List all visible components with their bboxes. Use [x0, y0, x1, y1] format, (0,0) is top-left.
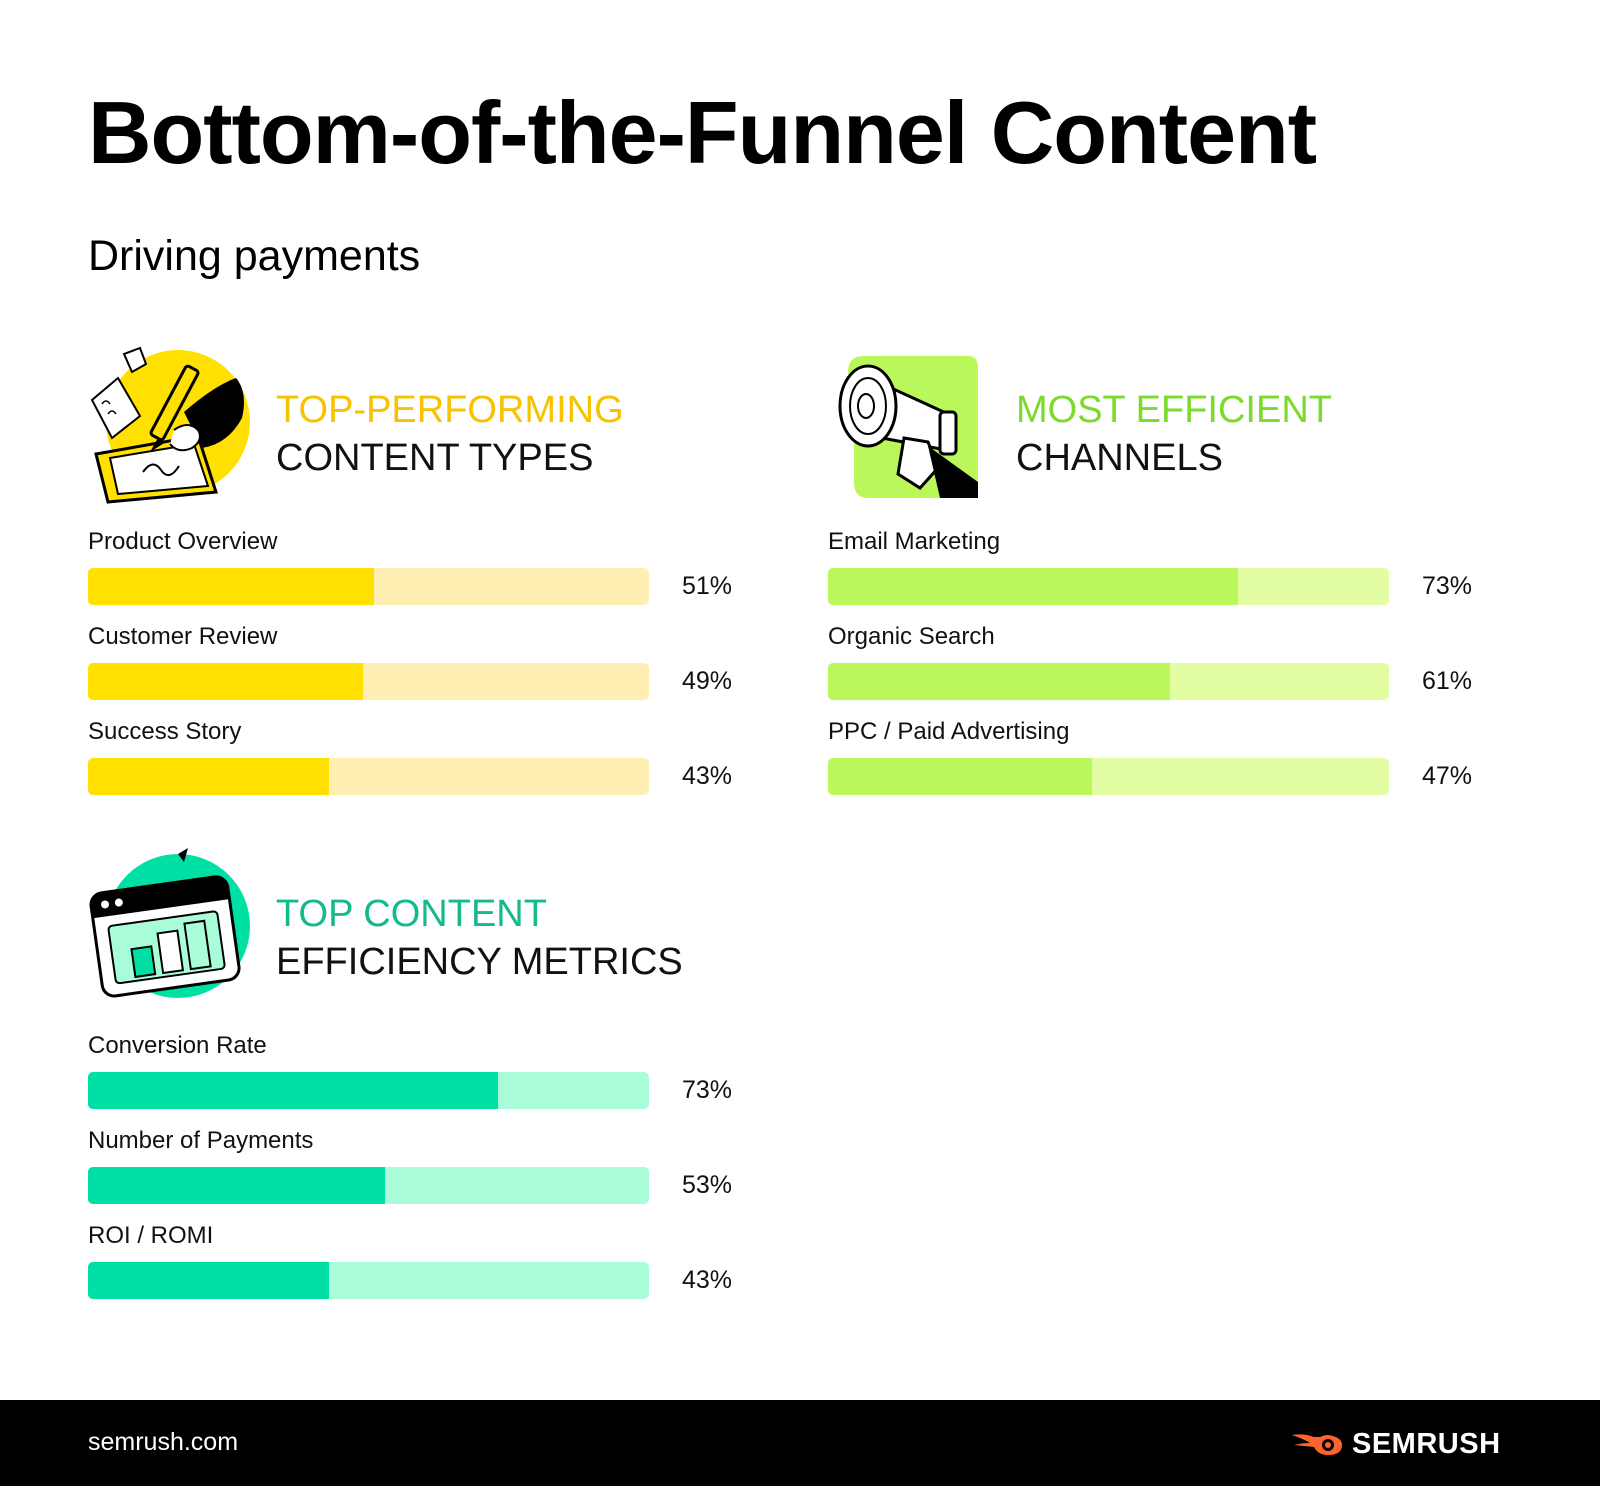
section-title-rest: CHANNELS — [1016, 437, 1223, 479]
bar-track — [88, 1262, 649, 1299]
metric-value: 73% — [682, 1076, 733, 1104]
section-header: MOST EFFICIENT CHANNELS — [828, 342, 1528, 512]
bar-track — [88, 1167, 649, 1204]
metric-value: 53% — [682, 1171, 733, 1199]
section-title-rest: CONTENT TYPES — [276, 437, 594, 479]
footer: semrush.com SEMRUSH — [0, 1400, 1600, 1486]
bar-fill — [828, 568, 1238, 605]
metric-row: Email Marketing 73% — [828, 528, 1548, 618]
metric-label: Customer Review — [88, 623, 278, 650]
bar-track — [828, 568, 1389, 605]
brand-name: SEMRUSH — [1352, 1427, 1501, 1460]
bar-fill — [88, 1072, 498, 1109]
bar-fill — [88, 663, 363, 700]
bar-fill — [88, 1262, 330, 1299]
site-link[interactable]: semrush.com — [88, 1428, 239, 1456]
metric-value: 43% — [682, 1266, 733, 1294]
metric-row: Conversion Rate 73% — [88, 1032, 808, 1122]
metric-label: Product Overview — [88, 528, 278, 555]
metric-row: Product Overview 51% — [88, 528, 808, 618]
metric-row: Number of Payments 53% — [88, 1127, 808, 1217]
bar-fill — [88, 1167, 386, 1204]
pen-tablet-icon — [90, 346, 250, 504]
metric-row: PPC / Paid Advertising 47% — [828, 718, 1548, 808]
bar-fill — [828, 758, 1092, 795]
page-subtitle: Driving payments — [88, 232, 421, 280]
metric-row: Organic Search 61% — [828, 623, 1548, 713]
metric-value: 43% — [682, 762, 733, 790]
metric-row: Success Story 43% — [88, 718, 808, 808]
semrush-flame-icon — [1292, 1434, 1342, 1455]
brand-logo: SEMRUSH — [1290, 1424, 1501, 1464]
metric-label: Conversion Rate — [88, 1032, 267, 1059]
section-header: TOP CONTENT EFFICIENCY METRICS — [88, 846, 788, 1016]
bar-track — [828, 758, 1389, 795]
bar-track — [88, 758, 649, 795]
megaphone-icon — [838, 356, 978, 498]
section-title-highlight: MOST EFFICIENT — [1016, 389, 1332, 431]
bar-fill — [828, 663, 1171, 700]
bar-track — [88, 1072, 649, 1109]
metric-label: Email Marketing — [828, 528, 1001, 555]
metric-value: 61% — [1422, 667, 1473, 695]
bar-fill — [88, 568, 375, 605]
section-title-highlight: TOP-PERFORMING — [276, 389, 624, 431]
metric-label: Success Story — [88, 718, 242, 745]
section-header: TOP-PERFORMING CONTENT TYPES — [88, 342, 788, 512]
bar-track — [828, 663, 1389, 700]
bar-track — [88, 663, 649, 700]
metric-label: Organic Search — [828, 623, 995, 650]
metric-value: 51% — [682, 572, 733, 600]
metric-row: ROI / ROMI 43% — [88, 1222, 808, 1312]
metric-value: 73% — [1422, 572, 1473, 600]
analytics-window-icon — [89, 848, 250, 998]
metric-row: Customer Review 49% — [88, 623, 808, 713]
bar-track — [88, 568, 649, 605]
page-title: Bottom-of-the-Funnel Content — [88, 83, 1317, 182]
metric-value: 47% — [1422, 762, 1473, 790]
section-title-rest: EFFICIENCY METRICS — [276, 941, 683, 983]
section-title-highlight: TOP CONTENT — [276, 893, 547, 935]
metric-label: ROI / ROMI — [88, 1222, 214, 1249]
metric-value: 49% — [682, 667, 733, 695]
bar-fill — [88, 758, 330, 795]
metric-label: Number of Payments — [88, 1127, 314, 1154]
metric-label: PPC / Paid Advertising — [828, 718, 1070, 745]
